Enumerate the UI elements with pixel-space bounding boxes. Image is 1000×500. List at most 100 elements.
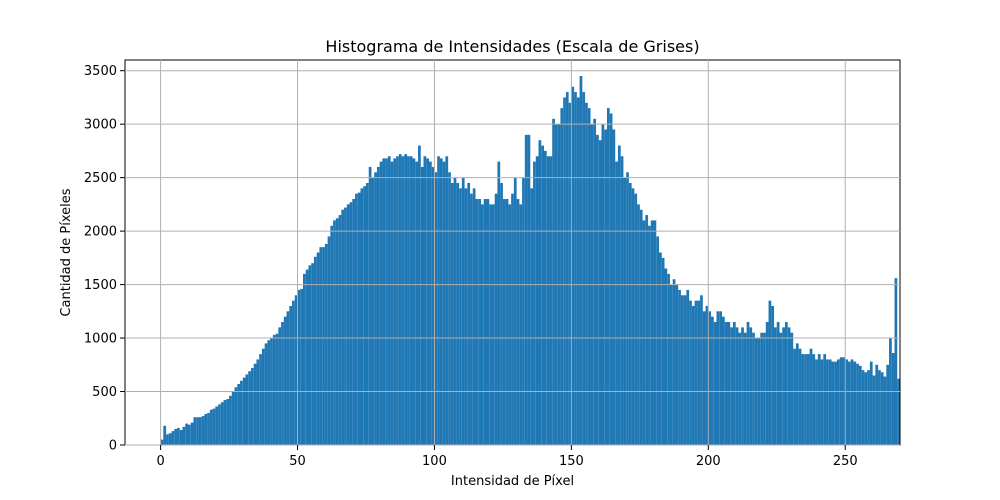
histogram-bar (179, 430, 183, 445)
histogram-bar (371, 177, 375, 445)
histogram-bar (248, 371, 251, 445)
histogram-bar (878, 370, 881, 445)
histogram-bar (303, 273, 306, 445)
histogram-bar (565, 92, 569, 445)
histogram-bar (316, 252, 320, 445)
histogram-bar (738, 332, 742, 445)
histogram-bar (513, 177, 517, 445)
histogram-bar (275, 333, 279, 445)
histogram-bar (505, 199, 509, 445)
y-tick-label: 3000 (84, 118, 117, 133)
histogram-bar (171, 431, 175, 445)
histogram-bar (519, 204, 523, 445)
histogram-bar (856, 363, 859, 445)
histogram-bar (869, 361, 873, 445)
histogram-bar (702, 311, 706, 445)
histogram-bar (828, 359, 832, 445)
histogram-bar (672, 279, 676, 445)
histogram-bar (245, 374, 249, 445)
histogram-bar (768, 300, 772, 445)
histogram-bar (201, 416, 205, 445)
histogram-bar (204, 413, 208, 445)
histogram-bar (804, 354, 807, 445)
histogram-bar (683, 295, 687, 445)
histogram-bar (809, 348, 813, 445)
histogram-bar (327, 236, 331, 445)
histogram-bar (253, 363, 257, 445)
histogram-bar (678, 289, 681, 445)
histogram-bar (215, 406, 219, 445)
histogram-bar (283, 316, 287, 445)
histogram-bar (374, 172, 377, 445)
histogram-bar (593, 118, 597, 445)
histogram-bar (524, 134, 528, 445)
histogram-bar (338, 215, 342, 445)
bars-layer (160, 76, 900, 446)
histogram-bar (711, 316, 714, 445)
histogram-bar (598, 140, 602, 446)
histogram-bar (300, 288, 304, 445)
histogram-bar (774, 327, 777, 445)
histogram-bar (516, 199, 520, 445)
histogram-bar (700, 295, 703, 445)
y-tick-label: 2500 (84, 171, 117, 186)
histogram-bar (549, 156, 553, 445)
histogram-bar (798, 348, 802, 445)
x-tick-label: 250 (833, 454, 858, 469)
y-tick-label: 3500 (84, 64, 117, 79)
histogram-bar (207, 412, 210, 445)
histogram-bar (795, 343, 799, 445)
histogram-bar (596, 134, 599, 445)
histogram-bar (642, 220, 646, 445)
histogram-bar (787, 327, 791, 445)
histogram-bar (431, 166, 435, 445)
histogram-bar (305, 269, 309, 445)
histogram-bar (481, 204, 484, 445)
histogram-bar (765, 322, 769, 445)
histogram-bar (322, 247, 325, 445)
histogram-bar (281, 322, 284, 445)
histogram-bar (801, 354, 805, 445)
histogram-bar (604, 129, 607, 445)
histogram-bar (234, 387, 238, 445)
histogram-bar (894, 278, 898, 445)
histogram-bar (237, 384, 241, 445)
histogram-bar (229, 395, 232, 445)
histogram-bar (472, 188, 476, 446)
histogram-bar (576, 97, 580, 446)
histogram-bar (368, 166, 372, 445)
histogram-bar (883, 376, 887, 445)
histogram-bar (256, 359, 260, 445)
histogram-bar (382, 158, 386, 445)
histogram-bar (242, 377, 246, 445)
histogram-bar (689, 300, 692, 445)
histogram-bar (226, 399, 230, 445)
histogram-bar (760, 332, 764, 445)
histogram-bar (886, 364, 890, 445)
histogram-bar (831, 361, 835, 445)
histogram-bar (691, 305, 695, 445)
histogram-bar (648, 225, 651, 445)
histogram-bar (401, 156, 405, 445)
histogram-bar (218, 404, 221, 445)
histogram-bar (686, 289, 690, 445)
histogram-bar (231, 391, 235, 445)
histogram-bar (453, 177, 457, 445)
histogram-bar (880, 372, 884, 445)
histogram-bar (442, 161, 446, 445)
x-tick-label: 50 (289, 454, 306, 469)
histogram-bar (330, 225, 334, 445)
histogram-bar (346, 204, 350, 445)
histogram-bar (264, 343, 268, 445)
histogram-bar (867, 370, 870, 445)
histogram-bar (546, 156, 550, 445)
histogram-bar (568, 102, 572, 446)
histogram-bar (407, 156, 410, 445)
histogram-bar (259, 354, 262, 445)
histogram-bar (508, 204, 512, 445)
histogram-bar (571, 86, 575, 445)
histogram-bar (333, 220, 336, 445)
histogram-bar (617, 145, 621, 446)
histogram-bar (653, 220, 657, 445)
histogram-bar (730, 327, 733, 445)
